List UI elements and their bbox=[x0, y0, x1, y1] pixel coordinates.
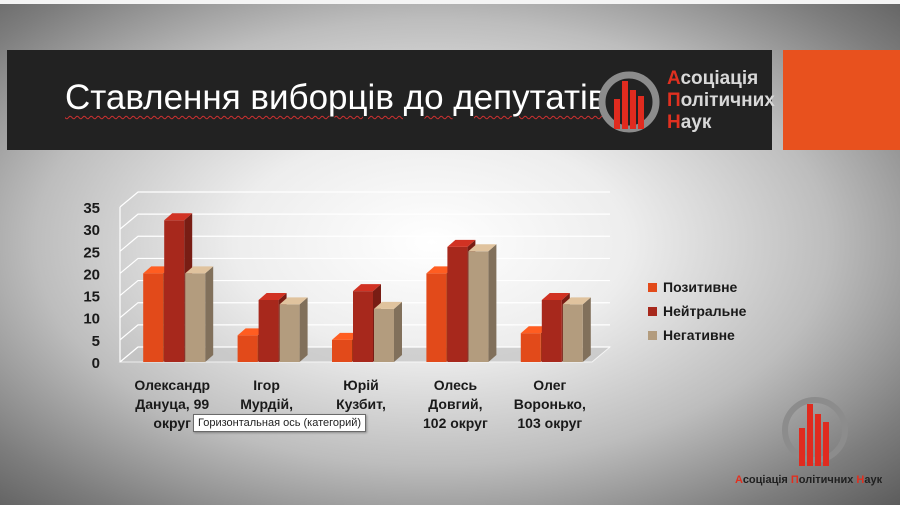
legend-item[interactable]: Позитивне bbox=[648, 275, 746, 299]
bar-side bbox=[394, 301, 402, 362]
y-tick-label: 5 bbox=[92, 333, 100, 350]
bar bbox=[164, 220, 185, 362]
gridline bbox=[119, 235, 610, 252]
title-bar: Ставлення виборців до депутатів Асоціаці… bbox=[7, 50, 775, 150]
bar bbox=[541, 300, 562, 362]
accent-rectangle bbox=[783, 50, 900, 150]
bar bbox=[426, 273, 447, 362]
legend-item[interactable]: Негативне bbox=[648, 323, 746, 347]
x-tick-label: Кузбит, bbox=[336, 396, 386, 412]
bar bbox=[279, 304, 300, 362]
logo-emblem-icon bbox=[598, 71, 660, 133]
bar bbox=[468, 251, 489, 362]
bar-top bbox=[353, 284, 381, 292]
bar-top bbox=[541, 293, 570, 300]
x-tick-label: Мурдій, bbox=[240, 396, 293, 412]
slide-title[interactable]: Ставлення виборців до депутатів bbox=[65, 78, 607, 117]
legend-item[interactable]: Нейтральне bbox=[648, 299, 746, 323]
bar-top bbox=[185, 266, 214, 274]
bar-side bbox=[582, 297, 591, 362]
x-tick-label: Олесь bbox=[434, 377, 478, 393]
bar bbox=[353, 291, 373, 362]
bar bbox=[374, 308, 394, 362]
gridline bbox=[119, 213, 610, 230]
bar bbox=[185, 273, 206, 362]
x-tick-label: 103 округ bbox=[517, 415, 582, 431]
y-tick-label: 10 bbox=[83, 311, 100, 328]
chart-legend[interactable]: Позитивне Нейтральне Негативне bbox=[648, 275, 746, 347]
legend-label: Нейтральне bbox=[663, 303, 747, 319]
bar bbox=[520, 333, 541, 362]
bottom-logo: Асоціація Політичних Наук bbox=[735, 392, 895, 492]
x-tick-label: Воронько, bbox=[514, 396, 586, 412]
association-logo: Асоціація Політичних Наук bbox=[595, 68, 775, 136]
x-tick-label: 102 округ bbox=[423, 415, 488, 431]
bar-top bbox=[164, 213, 193, 221]
axis-tooltip: Горизонтальная ось (категорий) bbox=[193, 414, 367, 432]
bar-top bbox=[468, 244, 497, 252]
logo-text: Асоціація Політичних Наук bbox=[667, 68, 775, 133]
bar bbox=[237, 335, 258, 362]
x-tick-label: Довгий, bbox=[428, 396, 482, 412]
bar-top bbox=[279, 297, 308, 305]
legend-swatch bbox=[648, 330, 657, 340]
bar bbox=[562, 304, 583, 362]
x-tick-label: Дануца, 99 bbox=[135, 396, 209, 412]
y-tick-label: 15 bbox=[83, 289, 100, 306]
bar-top bbox=[258, 293, 287, 300]
bar bbox=[258, 300, 279, 362]
bar-top bbox=[447, 239, 476, 247]
bar-top bbox=[562, 297, 591, 305]
x-tick-label: Юрій bbox=[343, 377, 379, 393]
legend-label: Позитивне bbox=[663, 279, 738, 295]
bar bbox=[332, 339, 352, 362]
bar-chart[interactable]: 0 5 10 15 20 25 30 35 Олександр Дануца, 99 округ Іг… bbox=[70, 185, 630, 445]
bottom-logo-emblem-icon bbox=[782, 397, 848, 466]
y-tick-label: 35 bbox=[83, 200, 100, 217]
bar-side bbox=[299, 297, 308, 362]
x-tick-label: Ігор bbox=[253, 377, 280, 393]
legend-swatch bbox=[648, 306, 657, 316]
x-tick-label: Олег bbox=[533, 377, 566, 393]
y-tick-label: 20 bbox=[83, 266, 100, 283]
legend-swatch bbox=[648, 282, 657, 292]
x-tick-label: Олександр bbox=[134, 377, 210, 393]
legend-label: Негативне bbox=[663, 327, 735, 343]
bar-top bbox=[374, 301, 402, 309]
y-tick-label: 30 bbox=[83, 222, 100, 239]
bar-side bbox=[205, 266, 214, 362]
bar-side bbox=[488, 244, 497, 362]
bar bbox=[447, 246, 468, 362]
gridline bbox=[119, 191, 610, 208]
x-tick-label: округ bbox=[153, 415, 191, 431]
bottom-logo-text: Асоціація Політичних Наук bbox=[735, 474, 883, 486]
y-tick-label: 0 bbox=[92, 355, 100, 372]
top-border bbox=[0, 0, 900, 4]
bar bbox=[143, 273, 164, 362]
y-tick-label: 25 bbox=[83, 244, 100, 261]
